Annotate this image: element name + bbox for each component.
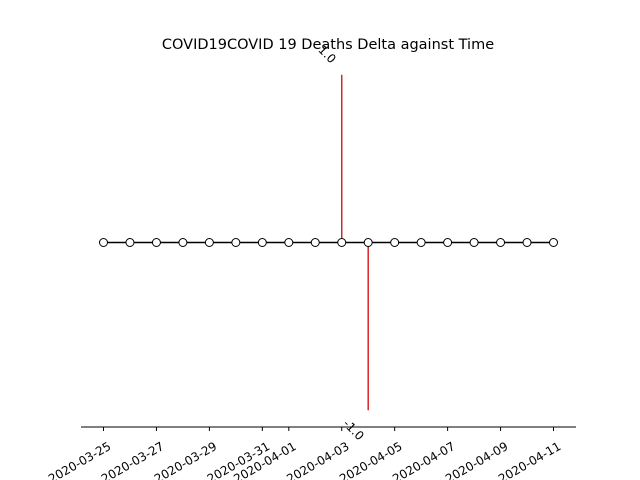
data-point [284, 238, 294, 247]
data-point [363, 238, 373, 247]
data-point [204, 238, 214, 247]
data-point [390, 238, 400, 247]
data-point [496, 238, 506, 247]
data-point [125, 238, 135, 247]
data-point [178, 238, 188, 247]
data-point [257, 238, 267, 247]
data-point [443, 238, 453, 247]
data-point [416, 238, 426, 247]
data-point [522, 238, 532, 247]
data-point [549, 238, 558, 247]
data-point [99, 238, 108, 247]
data-point [337, 238, 347, 247]
data-point [151, 238, 161, 247]
series-layer [99, 238, 558, 247]
x-axis: 2020-03-252020-03-272020-03-292020-03-31… [46, 426, 576, 480]
chart-title: COVID19COVID 19 Deaths Delta against Tim… [162, 37, 494, 53]
data-point [310, 238, 320, 247]
data-point [469, 238, 479, 247]
data-point [231, 238, 241, 247]
